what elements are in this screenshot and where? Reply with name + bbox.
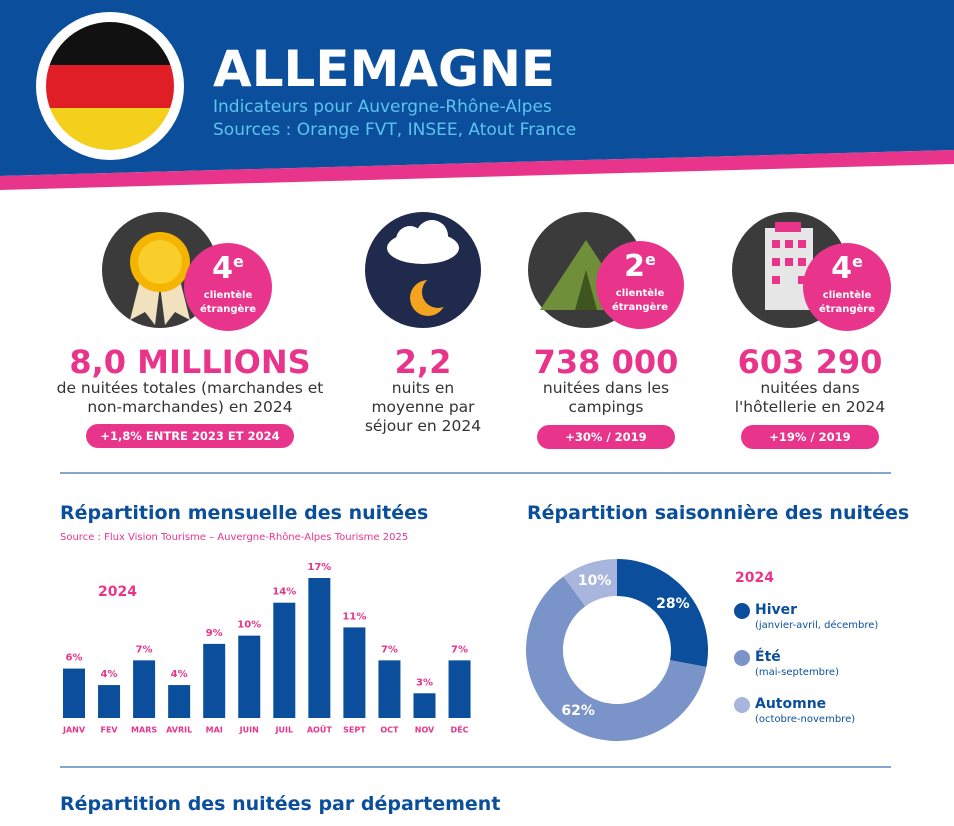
rank-label: clientèle étrangère	[818, 290, 875, 315]
bar-chart: 6% JANV 4% FEV 7% MARS 4% AVRIL 9% MAI 10% JUIN 14% J…	[62, 562, 471, 735]
bar-value-label: 7%	[451, 644, 468, 655]
title: ALLEMAGNE	[213, 40, 556, 98]
rank: 2e	[610, 249, 670, 284]
bar-value-label: 3%	[416, 677, 433, 688]
bar	[63, 668, 85, 718]
bar-title: Répartition mensuelle des nuitées	[60, 502, 429, 524]
rank-number: 2	[624, 249, 645, 284]
rank: 4e	[198, 251, 258, 286]
donut-slice	[563, 559, 617, 607]
subtitle: Indicateurs pour Auvergne-Rhône-Alpes	[213, 97, 552, 117]
bar	[308, 578, 331, 718]
kpi-value: 603 290	[737, 343, 883, 381]
x-category-label: JUIN	[239, 726, 259, 735]
x-category-label: DÉC	[451, 724, 469, 735]
slice-label: 62%	[561, 703, 595, 719]
footer-title: Répartition des nuitées par département	[60, 793, 501, 815]
kpi-value: 738 000	[533, 343, 679, 381]
kpi-value: 8,0 MILLIONS	[69, 343, 311, 381]
header-band	[0, 0, 954, 190]
rank-suffix: e	[852, 252, 863, 271]
bar	[273, 602, 296, 718]
kpi-description: de nuitées totales (marchandes et non-ma…	[56, 379, 324, 416]
rank-label: clientèle étrangère	[199, 290, 256, 315]
x-category-label: AOÛT	[307, 724, 332, 735]
bar	[203, 643, 226, 718]
x-category-label: NOV	[415, 726, 435, 735]
x-category-label: MARS	[131, 726, 157, 735]
x-category-label: SEPT	[343, 726, 366, 735]
donut-slice	[617, 559, 708, 668]
badge: +30% / 2019	[537, 425, 675, 449]
x-category-label: JANV	[62, 726, 86, 735]
bar-subtitle: Source : Flux Vision Tourisme – Auvergne…	[60, 532, 409, 543]
legend-label: Automne	[755, 696, 826, 712]
donut-title: Répartition saisonnière des nuitées	[527, 502, 910, 524]
x-category-label: OCT	[380, 726, 399, 735]
bar	[413, 693, 436, 718]
x-category-label: MAI	[206, 726, 223, 735]
bar	[168, 685, 191, 718]
bar	[448, 660, 471, 718]
bar	[98, 685, 121, 718]
rank-suffix: e	[645, 250, 656, 269]
x-category-label: FEV	[100, 726, 118, 735]
donut-slice	[526, 576, 707, 741]
badge: +19% / 2019	[741, 425, 879, 449]
slice-label: 10%	[578, 573, 612, 589]
bar-value-label: 7%	[136, 644, 153, 655]
bar	[238, 635, 261, 718]
x-category-label: JUIL	[275, 726, 294, 735]
kpi-value: 2,2	[394, 343, 452, 381]
bar-value-label: 9%	[206, 628, 223, 639]
slice-label: 28%	[656, 596, 690, 612]
legend-label: Été	[755, 648, 781, 665]
bar-value-label: 7%	[381, 644, 398, 655]
bar-value-label: 10%	[237, 620, 261, 631]
legend-swatch	[734, 697, 750, 713]
bar-value-label: 6%	[66, 653, 83, 664]
bar-annotation: 2024	[98, 584, 137, 600]
legend-note: (octobre-novembre)	[755, 714, 855, 725]
bar-value-label: 4%	[171, 669, 188, 680]
bar	[378, 660, 401, 718]
bar	[133, 660, 156, 718]
bar-value-label: 11%	[342, 611, 366, 622]
bar	[343, 627, 366, 718]
sources: Sources : Orange FVT, INSEE, Atout Franc…	[213, 120, 577, 140]
rank-label: clientèle étrangère	[611, 288, 668, 313]
legend-title: 2024	[735, 570, 774, 586]
badge: +1,8% ENTRE 2023 ET 2024	[86, 424, 294, 448]
bar-value-label: 14%	[272, 587, 296, 598]
kpi-description: nuitées dans les campings	[542, 379, 670, 416]
legend-swatch	[734, 603, 750, 619]
icons	[102, 212, 891, 331]
x-category-label: AVRIL	[166, 726, 192, 735]
rank: 4e	[817, 251, 877, 286]
rank-suffix: e	[233, 252, 244, 271]
legend-swatch	[734, 650, 750, 666]
kpi-description: nuitées dans l'hôtellerie en 2024	[734, 379, 886, 416]
legend-note: (mai-septembre)	[755, 667, 839, 678]
legend-label: Hiver	[755, 602, 797, 618]
legend-note: (janvier-avril, décembre)	[755, 619, 878, 631]
bar-value-label: 4%	[101, 669, 118, 680]
donut-chart: 28% 62% 10% 2024 Hiver(janvier-avril, décemb…	[526, 559, 878, 741]
rank-number: 4	[212, 251, 233, 286]
bar-value-label: 17%	[307, 562, 331, 573]
kpi-description: nuits en moyenne par séjour en 2024	[364, 379, 482, 435]
rank-number: 4	[831, 251, 852, 286]
